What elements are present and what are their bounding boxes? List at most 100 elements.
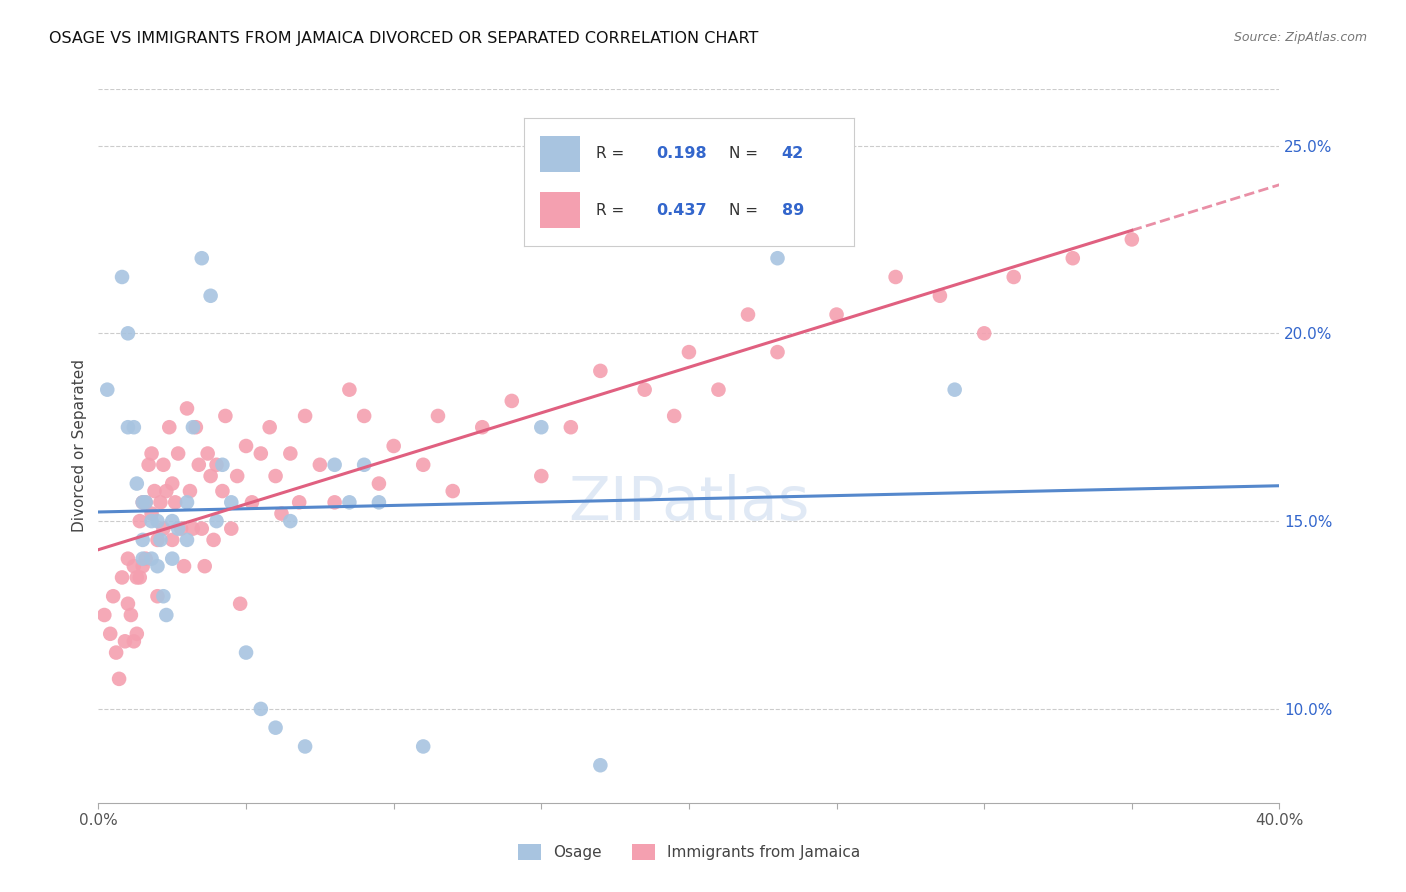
Point: [173, 559, 195, 574]
Point: [135, 495, 157, 509]
Text: R =: R =: [596, 202, 630, 218]
Point: [501, 393, 523, 408]
Point: [309, 458, 332, 472]
Point: [146, 533, 169, 547]
Point: [278, 446, 302, 460]
Point: [219, 522, 242, 536]
Text: ZIPatlas: ZIPatlas: [568, 474, 810, 533]
Point: [270, 507, 292, 521]
Point: [368, 476, 391, 491]
Point: [170, 522, 193, 536]
Point: [211, 458, 233, 472]
Point: [132, 495, 155, 509]
Point: [176, 401, 198, 416]
Point: [103, 589, 125, 603]
Point: [200, 469, 222, 483]
Point: [339, 383, 360, 397]
Point: [125, 627, 148, 641]
Point: [122, 634, 145, 648]
Point: [155, 484, 177, 499]
Point: [176, 533, 198, 547]
Point: [98, 627, 121, 641]
Point: [191, 251, 214, 265]
Point: [125, 570, 148, 584]
Text: OSAGE VS IMMIGRANTS FROM JAMAICA DIVORCED OR SEPARATED CORRELATION CHART: OSAGE VS IMMIGRANTS FROM JAMAICA DIVORCE…: [49, 31, 759, 46]
Point: [928, 289, 950, 303]
Point: [353, 458, 375, 472]
Point: [162, 533, 183, 547]
Text: Source: ZipAtlas.com: Source: ZipAtlas.com: [1233, 31, 1367, 45]
Point: [1002, 270, 1025, 285]
Point: [128, 570, 150, 584]
Text: 0.437: 0.437: [655, 202, 706, 218]
Point: [530, 469, 553, 483]
Point: [202, 533, 225, 547]
Point: [471, 420, 494, 434]
Point: [146, 589, 169, 603]
Point: [141, 514, 163, 528]
Point: [157, 420, 180, 434]
Point: [181, 522, 204, 536]
Text: 89: 89: [782, 202, 804, 218]
Point: [412, 458, 434, 472]
Point: [294, 409, 316, 423]
Point: [368, 495, 391, 509]
Point: [1062, 251, 1084, 265]
Point: [1121, 232, 1143, 246]
Point: [167, 446, 190, 460]
Point: [181, 420, 204, 434]
Point: [707, 383, 730, 397]
Point: [108, 672, 131, 686]
Point: [125, 476, 148, 491]
Point: [259, 420, 281, 434]
Point: [184, 420, 207, 434]
Legend: Osage, Immigrants from Jamaica: Osage, Immigrants from Jamaica: [512, 838, 866, 866]
Point: [155, 607, 177, 622]
Point: [294, 739, 316, 754]
Point: [152, 589, 174, 603]
Point: [146, 559, 169, 574]
Point: [339, 495, 360, 509]
Y-axis label: Divorced or Separated: Divorced or Separated: [72, 359, 87, 533]
Point: [132, 551, 155, 566]
Point: [766, 251, 789, 265]
Point: [132, 495, 155, 509]
Point: [117, 597, 139, 611]
Point: [973, 326, 995, 341]
Point: [93, 607, 115, 622]
Point: [141, 507, 163, 521]
Point: [143, 484, 166, 499]
Point: [111, 270, 134, 285]
Point: [167, 522, 190, 536]
Point: [165, 495, 187, 509]
Text: 42: 42: [782, 146, 804, 161]
Point: [288, 495, 311, 509]
Point: [152, 522, 174, 536]
Point: [589, 758, 612, 772]
Point: [884, 270, 907, 285]
Point: [323, 495, 346, 509]
Point: [250, 446, 273, 460]
Point: [141, 551, 163, 566]
Point: [111, 570, 134, 584]
Point: [197, 446, 219, 460]
Point: [120, 607, 142, 622]
Point: [122, 420, 145, 434]
Text: R =: R =: [596, 146, 630, 161]
Bar: [540, 193, 579, 228]
Point: [211, 484, 233, 499]
Point: [235, 646, 257, 660]
Text: N =: N =: [728, 202, 762, 218]
Point: [226, 469, 249, 483]
Point: [353, 409, 375, 423]
Point: [633, 383, 655, 397]
Point: [382, 439, 405, 453]
Point: [152, 458, 174, 472]
Point: [117, 420, 139, 434]
Text: 0.198: 0.198: [655, 146, 706, 161]
Point: [162, 476, 183, 491]
Point: [105, 646, 128, 660]
Point: [200, 289, 222, 303]
Point: [122, 559, 145, 574]
Point: [825, 308, 848, 322]
